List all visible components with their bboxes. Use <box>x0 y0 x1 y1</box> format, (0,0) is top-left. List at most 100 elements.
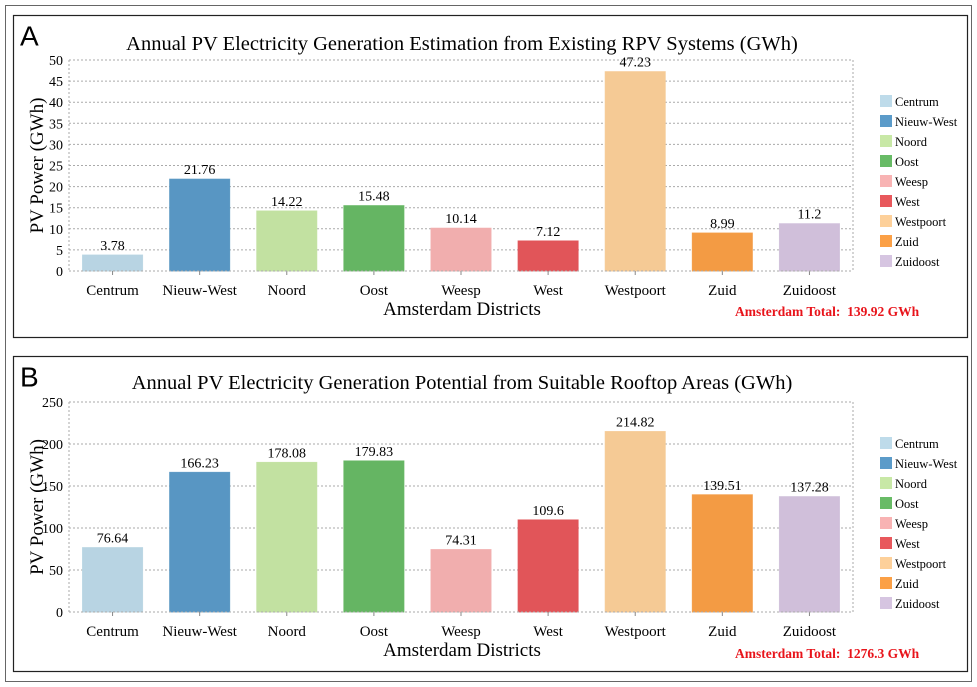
y-tick-label: 20 <box>49 181 63 196</box>
legend-swatch <box>880 517 892 529</box>
x-tick-label: West <box>533 624 563 640</box>
legend-swatch <box>880 255 892 267</box>
y-tick-label: 10 <box>49 223 63 238</box>
y-tick-label: 200 <box>42 438 63 453</box>
y-tick-label: 5 <box>56 244 63 259</box>
chart-title: Annual PV Electricity Generation Potenti… <box>132 372 793 394</box>
chart-panel-b: B Annual PV Electricity Generation Potent… <box>12 355 969 673</box>
bar-oost <box>343 205 405 272</box>
legend-swatch <box>880 215 892 227</box>
legend-entry: Zuidoost <box>895 597 940 611</box>
legend-entry: Nieuw-West <box>895 115 958 129</box>
data-label: 109.6 <box>532 504 564 519</box>
legend-entry: Centrum <box>895 437 939 451</box>
x-tick-label: Zuidoost <box>783 624 837 640</box>
legend-swatch <box>880 577 892 589</box>
bar-oost <box>343 460 405 613</box>
x-tick-label: Zuid <box>708 624 737 640</box>
data-label: 15.48 <box>358 190 390 205</box>
bar-noord <box>256 461 318 613</box>
x-tick-label: Weesp <box>441 624 481 640</box>
bar-zuid <box>691 232 753 272</box>
panel-border <box>12 355 969 673</box>
bar-west <box>517 519 579 613</box>
data-label: 214.82 <box>616 416 655 431</box>
y-tick-label: 45 <box>49 75 63 90</box>
y-tick-label: 0 <box>56 265 63 280</box>
bar-centrum <box>82 254 144 272</box>
y-tick-label: 40 <box>49 96 63 111</box>
legend-entry: Westpoort <box>895 557 947 571</box>
legend-swatch <box>880 95 892 107</box>
legend-entry: Oost <box>895 155 919 169</box>
legend-entry: Zuid <box>895 235 919 249</box>
bar-weesp <box>430 549 492 613</box>
legend-entry: West <box>895 195 920 209</box>
data-label: 11.2 <box>797 208 821 223</box>
legend-entry: Nieuw-West <box>895 457 958 471</box>
y-tick-label: 15 <box>49 202 63 217</box>
legend-entry: Weesp <box>895 175 928 189</box>
total-annotation: Amsterdam Total: 1276.3 GWh <box>735 646 920 661</box>
bar-westpoort <box>604 71 666 272</box>
legend-swatch <box>880 457 892 469</box>
x-tick-label: Nieuw-West <box>162 283 237 299</box>
legend-swatch <box>880 437 892 449</box>
legend-swatch <box>880 557 892 569</box>
y-tick-label: 25 <box>49 160 63 175</box>
y-tick-label: 50 <box>49 564 63 579</box>
legend-swatch <box>880 597 892 609</box>
outer-border <box>5 5 972 682</box>
data-label: 76.64 <box>97 532 129 547</box>
data-label: 3.78 <box>100 239 125 254</box>
data-label: 166.23 <box>180 456 219 471</box>
legend-entry: Weesp <box>895 517 928 531</box>
x-tick-label: Centrum <box>86 624 139 640</box>
legend-swatch <box>880 537 892 549</box>
legend-swatch <box>880 135 892 147</box>
y-tick-label: 50 <box>49 54 63 69</box>
legend-entry: Zuidoost <box>895 255 940 269</box>
legend-swatch <box>880 477 892 489</box>
bar-zuidoost <box>778 223 840 272</box>
x-tick-label: Zuid <box>708 283 737 299</box>
x-axis-label: Amsterdam Districts <box>383 299 541 320</box>
y-tick-label: 100 <box>42 522 63 537</box>
bar-centrum <box>82 547 144 613</box>
total-annotation: Amsterdam Total: 139.92 GWh <box>735 304 920 319</box>
x-tick-label: Nieuw-West <box>162 624 237 640</box>
data-label: 74.31 <box>445 534 477 549</box>
y-tick-label: 35 <box>49 117 63 132</box>
data-label: 21.76 <box>184 163 216 178</box>
x-tick-label: Noord <box>268 283 307 299</box>
x-tick-label: Oost <box>360 624 389 640</box>
legend-swatch <box>880 155 892 167</box>
x-tick-label: Centrum <box>86 283 139 299</box>
data-label: 139.51 <box>703 479 742 494</box>
data-label: 178.08 <box>268 446 307 461</box>
legend-entry: Centrum <box>895 95 939 109</box>
legend-entry: Noord <box>895 135 928 149</box>
y-tick-label: 30 <box>49 138 63 153</box>
legend-swatch <box>880 115 892 127</box>
legend-entry: Westpoort <box>895 215 947 229</box>
y-tick-label: 250 <box>42 396 63 411</box>
y-tick-label: 150 <box>42 480 63 495</box>
legend-swatch <box>880 175 892 187</box>
legend-entry: Noord <box>895 477 928 491</box>
x-tick-label: Oost <box>360 283 389 299</box>
bar-zuidoost <box>778 496 840 613</box>
panel-label: B <box>20 362 39 393</box>
x-tick-label: Noord <box>268 624 307 640</box>
legend-swatch <box>880 235 892 247</box>
chart-panel-a: A Annual PV Electricity Generation Estima… <box>12 14 969 339</box>
data-label: 137.28 <box>790 481 829 496</box>
x-tick-label: Weesp <box>441 283 481 299</box>
y-tick-label: 0 <box>56 606 63 621</box>
data-label: 179.83 <box>355 445 394 460</box>
chart-title: Annual PV Electricity Generation Estimat… <box>126 33 798 55</box>
panel-label: A <box>20 21 39 52</box>
y-axis-label: PV Power (GWh) <box>27 439 48 575</box>
y-axis-label: PV Power (GWh) <box>27 98 48 234</box>
